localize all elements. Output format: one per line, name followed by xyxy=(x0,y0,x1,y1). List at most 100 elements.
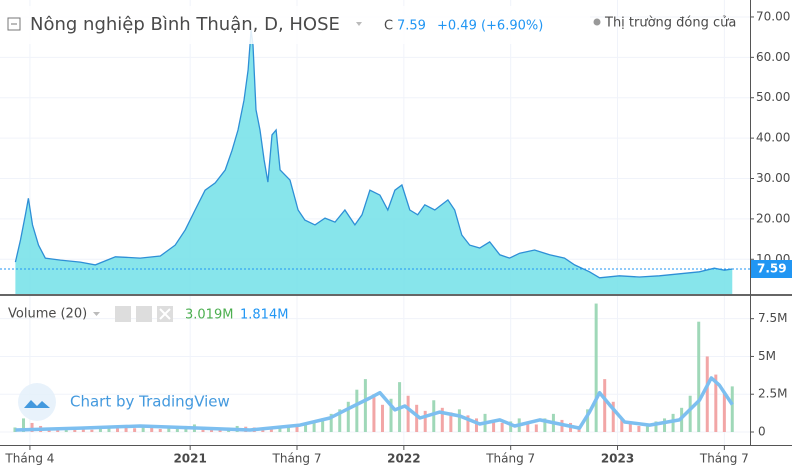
volume-bar xyxy=(449,412,453,433)
volume-bar xyxy=(637,425,641,433)
eye-icon[interactable] xyxy=(115,306,131,322)
y-tick-label: 2.5M xyxy=(758,387,787,401)
volume-bar xyxy=(124,427,128,433)
close-label: 7.59 xyxy=(757,262,787,276)
volume-bar xyxy=(81,428,85,433)
volume-bar xyxy=(13,427,17,433)
change: +0.49 (+6.90%) xyxy=(437,19,543,34)
volume-bar xyxy=(338,409,342,433)
x-tick-label: 2022 xyxy=(387,452,420,466)
volume-bar xyxy=(389,398,393,433)
volume-bar xyxy=(286,425,290,433)
volume-bar xyxy=(705,356,709,433)
watermark: Chart by TradingView xyxy=(18,383,230,421)
volume-bar xyxy=(415,404,419,433)
x-tick-label: 2023 xyxy=(601,452,634,466)
volume-bar xyxy=(586,409,590,433)
volume-bar xyxy=(141,425,145,433)
y-tick-label: 20.00 xyxy=(756,211,790,225)
volume-caret[interactable] xyxy=(93,312,100,316)
volume-bar xyxy=(329,413,333,433)
volume-bar xyxy=(406,395,410,433)
volume-bar xyxy=(90,429,94,433)
ma-value: 1.814M xyxy=(240,308,288,323)
volume-header: Volume (20) 3.019M 1.814M xyxy=(8,306,288,323)
volume-bar xyxy=(278,427,282,433)
y-tick-label: 30.00 xyxy=(756,171,790,185)
y-tick-label: 70.00 xyxy=(756,9,790,23)
volume-bar xyxy=(304,424,308,433)
volume-bar xyxy=(380,404,384,433)
close-value: 7.59 xyxy=(397,19,426,34)
volume-bar xyxy=(423,410,427,433)
volume-bar xyxy=(697,321,701,433)
volume-bar xyxy=(722,392,726,433)
settings-icon[interactable] xyxy=(136,306,152,322)
close-label-bg xyxy=(751,260,792,279)
volume-bar xyxy=(167,428,171,433)
x-tick-label: Tháng 7 xyxy=(272,452,322,466)
y-tick-label: 40.00 xyxy=(756,131,790,145)
volume-bar xyxy=(714,374,718,433)
market-status: Thị trường đóng cửa xyxy=(604,16,736,31)
status-dot xyxy=(593,18,601,26)
y-tick-label: 5M xyxy=(758,349,776,363)
volume-bar xyxy=(654,421,658,433)
symbol-caret[interactable] xyxy=(356,22,362,26)
x-tick-label: Tháng 7 xyxy=(699,452,749,466)
volume-bar xyxy=(158,428,162,433)
volume-value: 3.019M xyxy=(185,308,233,323)
volume-ma xyxy=(15,376,734,432)
header-bg xyxy=(0,6,590,44)
volume-bar xyxy=(457,409,461,433)
volume-bar xyxy=(509,421,513,433)
volume-bar xyxy=(534,424,538,433)
x-tick-label: 2021 xyxy=(173,452,206,466)
volume-bar xyxy=(73,428,77,433)
volume-bar xyxy=(526,421,530,433)
watermark-logo-mark xyxy=(24,400,50,408)
volume-bar xyxy=(321,418,325,433)
volume-bar xyxy=(688,395,692,433)
volume-bar xyxy=(363,379,367,433)
volume-bar xyxy=(543,418,547,433)
volume-bar xyxy=(671,413,675,433)
volume-bar xyxy=(175,427,179,433)
volume-bar xyxy=(500,422,504,433)
volume-bar xyxy=(474,418,478,433)
volume-bar xyxy=(30,422,34,433)
y-tick-label: 7.5M xyxy=(758,311,787,325)
volume-bar xyxy=(355,389,359,433)
volume-bar xyxy=(116,426,120,433)
volume-bar xyxy=(312,421,316,433)
volume-bar xyxy=(603,379,607,433)
volume-bar xyxy=(150,426,154,433)
header: Nông nghiệp Bình Thuận, D, HOSE C 7.59 +… xyxy=(0,6,736,44)
volume-bar xyxy=(645,424,649,433)
y-tick-label: 50.00 xyxy=(756,90,790,104)
volume-bar xyxy=(620,418,624,433)
volume-bar xyxy=(611,401,615,433)
volume-bar xyxy=(466,415,470,433)
y-tick-label: 0 xyxy=(758,425,766,439)
volume-bar xyxy=(98,427,102,433)
volume-bar xyxy=(730,386,734,433)
volume-bar xyxy=(346,401,350,433)
volume-bar xyxy=(432,400,436,433)
price-area xyxy=(15,29,733,295)
volume-bar xyxy=(440,407,444,433)
volume-bar xyxy=(372,394,376,433)
watermark-text: Chart by TradingView xyxy=(70,393,230,411)
volume-bar xyxy=(295,426,299,433)
volume-bar xyxy=(133,428,137,433)
price-line xyxy=(14,29,733,279)
y-tick-label: 60.00 xyxy=(756,50,790,64)
volume-bar xyxy=(22,418,26,433)
close-prefix: C xyxy=(384,19,393,34)
volume-bar xyxy=(628,422,632,433)
volume-bar xyxy=(594,303,598,433)
collapse-icon[interactable] xyxy=(7,17,21,31)
volume-bar xyxy=(663,418,667,433)
volume-bar xyxy=(492,419,496,433)
